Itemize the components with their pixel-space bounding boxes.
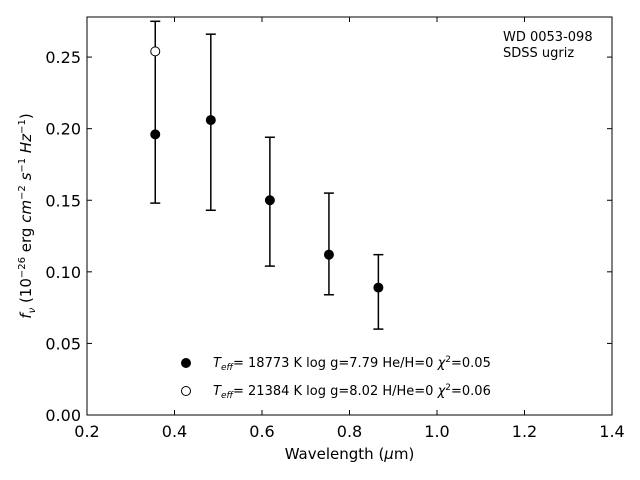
x-tick-label: 0.6 [249, 422, 274, 441]
model-point-filled [264, 195, 275, 206]
model-point-filled [323, 249, 334, 260]
y-tick-label: 0.00 [45, 406, 81, 425]
legend-entry-2: Teff= 21384 K log g=8.02 H/He=0 χ2=0.06 [213, 383, 491, 401]
legend-entry-1: Teff= 18773 K log g=7.79 He/H=0 χ2=0.05 [213, 355, 491, 373]
annotation-line-2: SDSS ugriz [503, 46, 574, 61]
y-axis-label: fν (10−26 erg cm−2 s−1 Hz−1) [17, 113, 38, 318]
legend-marker-filled [181, 358, 191, 368]
annotation-line-1: WD 0053-098 [503, 30, 593, 45]
y-axis: 0.00 0.05 0.10 0.15 0.20 0.25 [45, 48, 612, 425]
x-tick-label: 0.2 [74, 422, 99, 441]
x-tick-label: 0.4 [162, 422, 187, 441]
x-tick-label: 0.8 [337, 422, 362, 441]
data-points [150, 46, 384, 293]
legend: Teff= 18773 K log g=7.79 He/H=0 χ2=0.05 … [181, 355, 491, 401]
y-tick-label: 0.20 [45, 120, 81, 139]
model-point-open [150, 46, 161, 57]
x-axis: 0.2 0.4 0.6 0.8 1.0 1.2 1.4 [74, 17, 625, 441]
error-bars [150, 20, 384, 330]
y-tick-label: 0.10 [45, 263, 81, 282]
x-axis-label: Wavelength (μm) [285, 445, 415, 463]
model-point-filled [150, 129, 161, 140]
x-tick-label: 1.2 [512, 422, 537, 441]
x-tick-label: 1.4 [599, 422, 624, 441]
x-tick-label: 1.0 [424, 422, 449, 441]
model-point-filled [205, 115, 216, 126]
y-tick-label: 0.25 [45, 48, 81, 67]
model-point-filled [373, 282, 384, 293]
y-tick-label: 0.05 [45, 334, 81, 353]
y-tick-label: 0.15 [45, 191, 81, 210]
legend-marker-open [181, 386, 191, 396]
